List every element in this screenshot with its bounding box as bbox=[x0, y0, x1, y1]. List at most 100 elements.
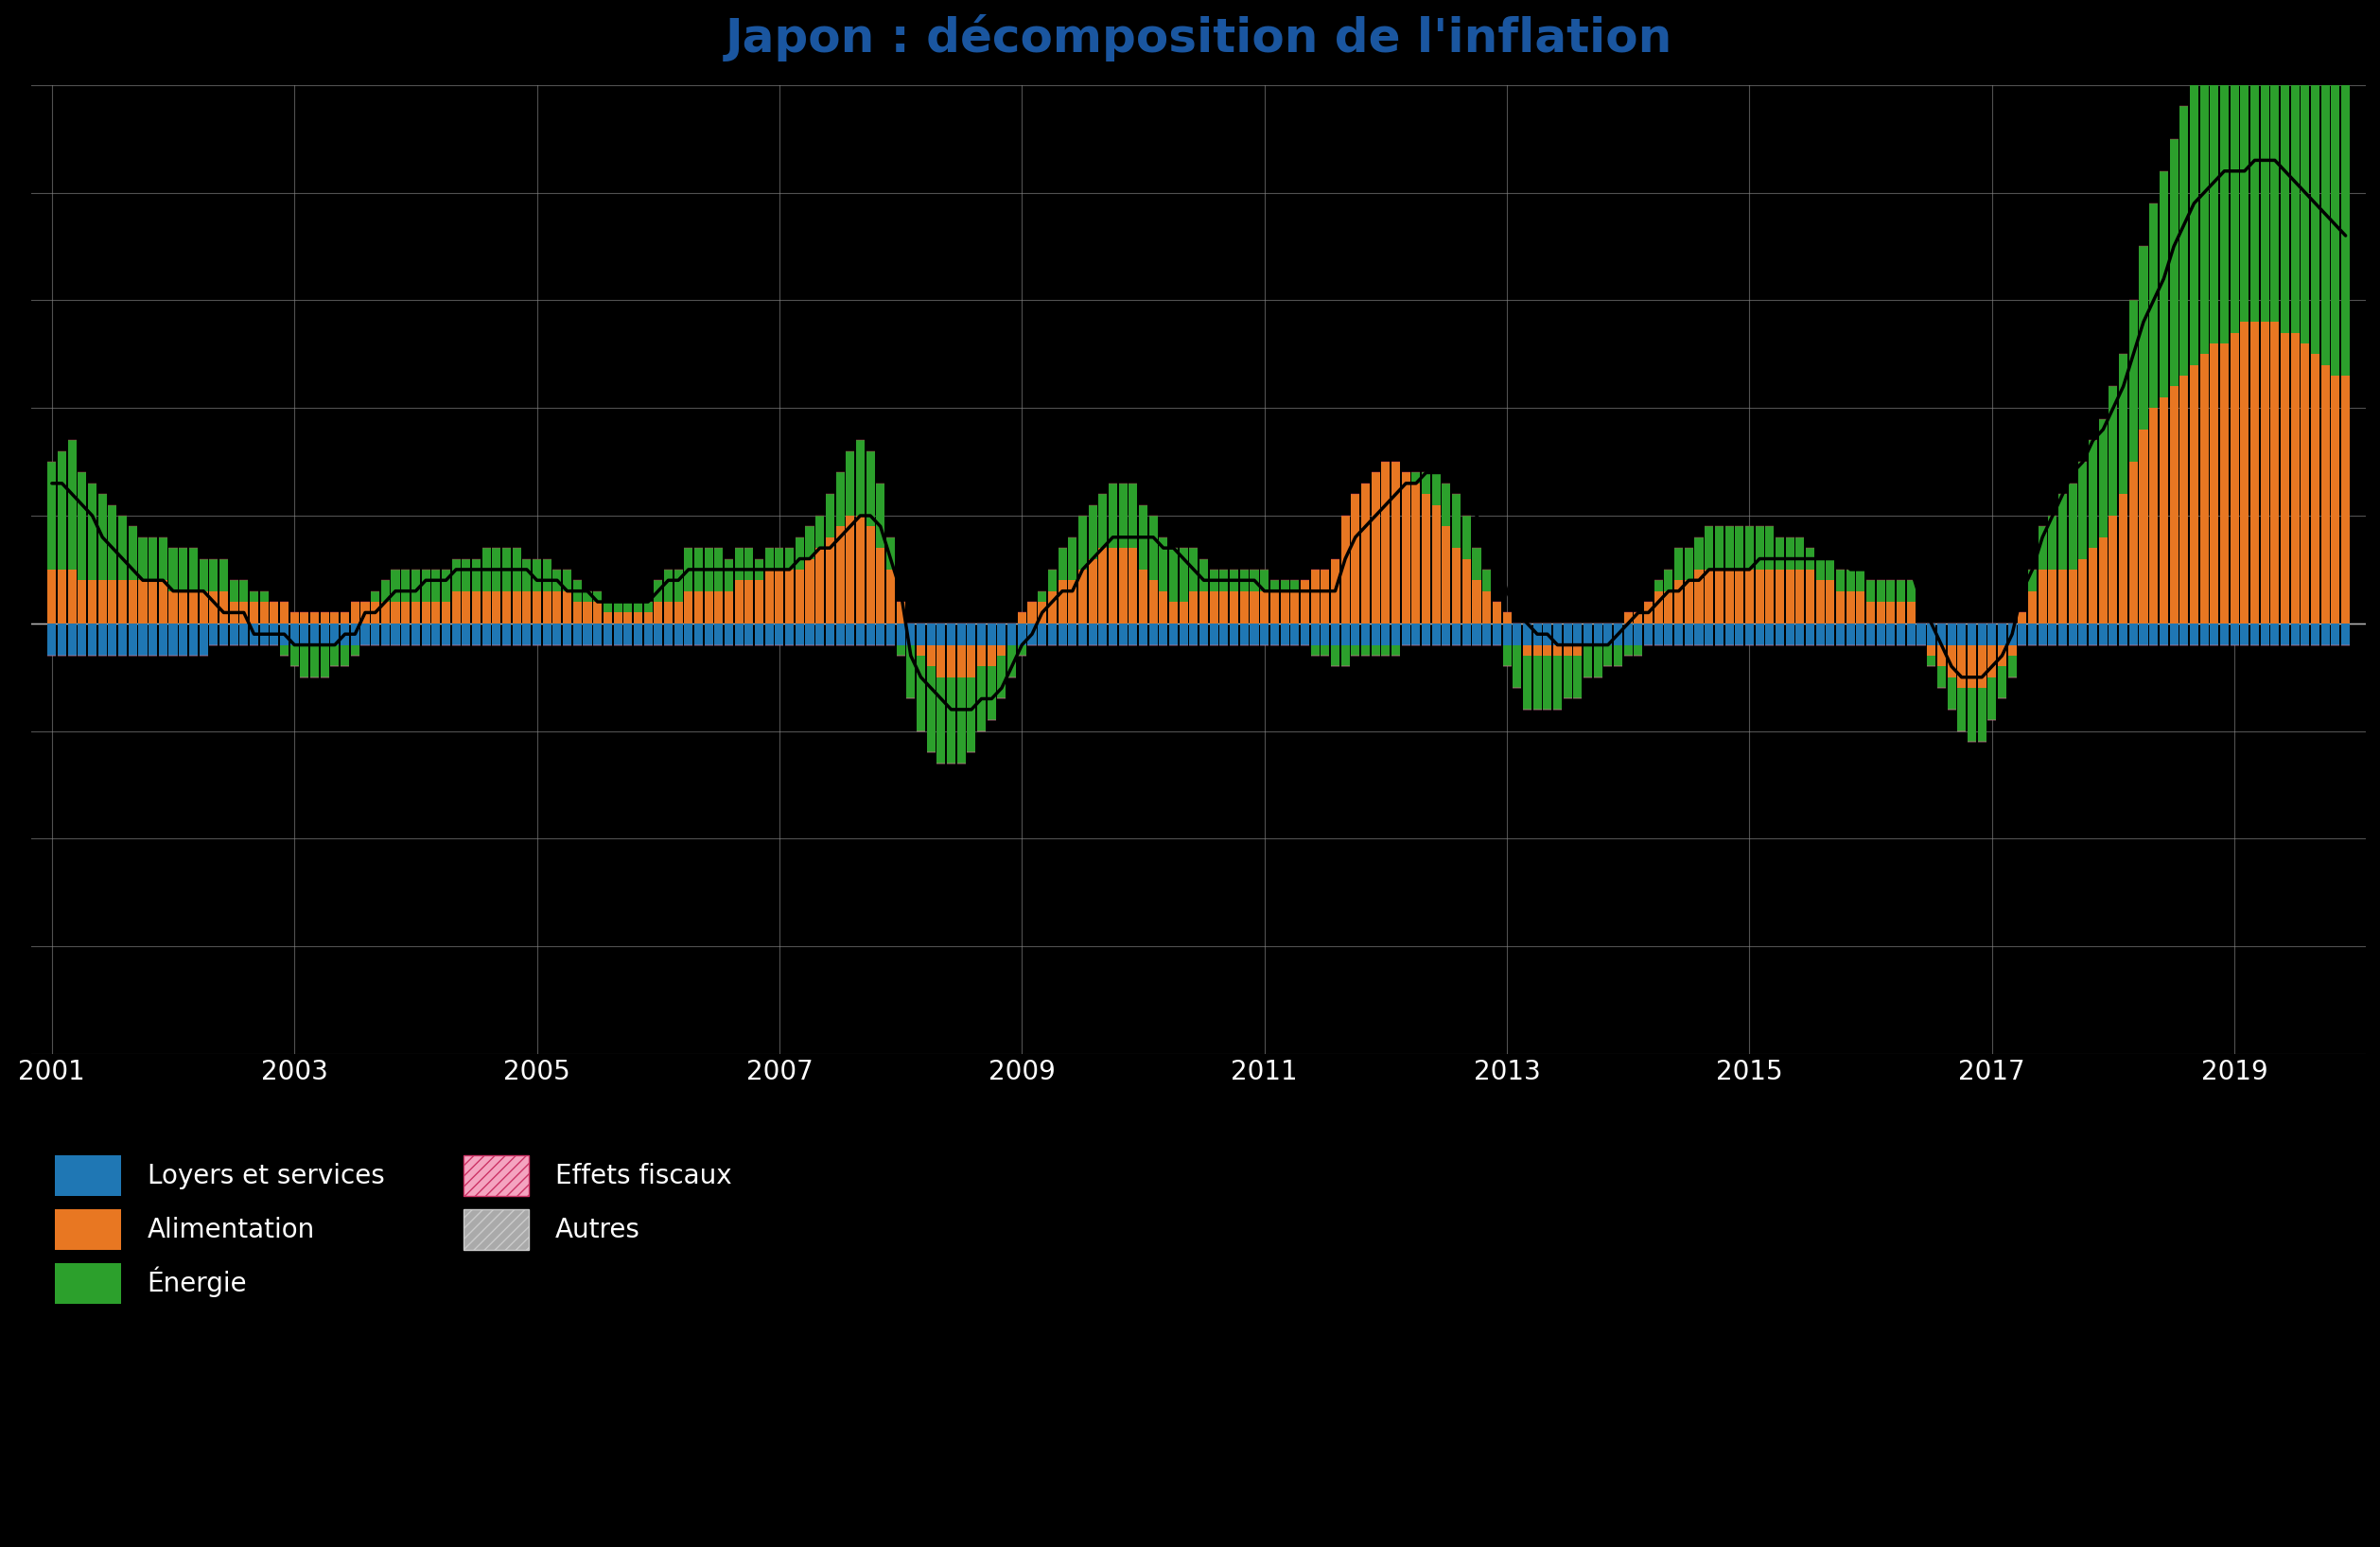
Bar bbox=[250, 623, 259, 645]
Bar bbox=[1240, 591, 1250, 623]
Bar bbox=[390, 569, 400, 602]
Bar bbox=[281, 602, 288, 623]
Bar bbox=[997, 623, 1007, 645]
Bar bbox=[200, 591, 207, 623]
Bar bbox=[1695, 623, 1704, 645]
Bar bbox=[421, 623, 431, 645]
Bar bbox=[390, 623, 400, 645]
Bar bbox=[2271, 0, 2280, 322]
Bar bbox=[493, 623, 500, 645]
Bar bbox=[88, 580, 98, 623]
Bar bbox=[1461, 515, 1471, 558]
Bar bbox=[1676, 580, 1683, 623]
Bar bbox=[1352, 623, 1359, 645]
Bar bbox=[2280, 623, 2290, 645]
Bar bbox=[624, 602, 633, 613]
Bar bbox=[1299, 623, 1309, 645]
Bar bbox=[1676, 548, 1683, 580]
Bar bbox=[483, 548, 490, 591]
Bar bbox=[1473, 580, 1480, 623]
Bar bbox=[1502, 613, 1511, 623]
Bar bbox=[512, 591, 521, 623]
Bar bbox=[1735, 526, 1745, 569]
Bar bbox=[785, 623, 795, 645]
Bar bbox=[1461, 623, 1471, 645]
Bar bbox=[119, 580, 126, 623]
Bar bbox=[1190, 591, 1197, 623]
Bar bbox=[804, 558, 814, 623]
Bar bbox=[1109, 623, 1116, 645]
Bar bbox=[1169, 548, 1178, 602]
Bar bbox=[1402, 472, 1411, 623]
Bar bbox=[2130, 623, 2137, 645]
Bar bbox=[1897, 580, 1906, 602]
Bar bbox=[269, 602, 278, 623]
Bar bbox=[1623, 613, 1633, 623]
Bar bbox=[129, 580, 138, 623]
Bar bbox=[624, 613, 633, 623]
Bar bbox=[724, 558, 733, 591]
Bar bbox=[605, 623, 612, 645]
Bar bbox=[835, 472, 845, 526]
Bar bbox=[209, 591, 219, 623]
Bar bbox=[655, 623, 662, 645]
Bar bbox=[1745, 623, 1754, 645]
Bar bbox=[664, 602, 674, 623]
Bar bbox=[502, 591, 512, 623]
Bar bbox=[776, 569, 783, 623]
Bar bbox=[1856, 623, 1866, 645]
Bar bbox=[2330, 42, 2340, 376]
Bar bbox=[250, 591, 259, 602]
Bar bbox=[2311, 623, 2320, 645]
Bar bbox=[1968, 645, 1975, 688]
Bar bbox=[1340, 623, 1349, 645]
Bar bbox=[88, 623, 98, 656]
Bar bbox=[1825, 558, 1835, 580]
Bar bbox=[219, 591, 228, 623]
Bar bbox=[381, 602, 390, 623]
Bar bbox=[1726, 526, 1733, 569]
Bar bbox=[1361, 483, 1371, 623]
Bar bbox=[119, 515, 126, 580]
Bar bbox=[1321, 645, 1330, 656]
Bar bbox=[331, 623, 338, 645]
Bar bbox=[1614, 645, 1623, 667]
Bar bbox=[1704, 569, 1714, 623]
Bar bbox=[857, 515, 864, 623]
Bar bbox=[1564, 645, 1571, 656]
Bar bbox=[1483, 623, 1490, 645]
Bar bbox=[1421, 623, 1430, 645]
Bar bbox=[1623, 645, 1633, 656]
Bar bbox=[48, 623, 57, 656]
Bar bbox=[785, 548, 795, 569]
Bar bbox=[897, 645, 904, 656]
Bar bbox=[259, 602, 269, 623]
Bar bbox=[664, 569, 674, 602]
Bar bbox=[1473, 623, 1480, 645]
Bar bbox=[2090, 623, 2097, 645]
Bar bbox=[947, 645, 954, 678]
Bar bbox=[2090, 441, 2097, 548]
Bar bbox=[443, 602, 450, 623]
Bar bbox=[1645, 623, 1652, 645]
Bar bbox=[1726, 569, 1733, 623]
Bar bbox=[67, 569, 76, 623]
Bar bbox=[309, 613, 319, 623]
Bar bbox=[2018, 623, 2025, 645]
Bar bbox=[471, 591, 481, 623]
Bar bbox=[804, 526, 814, 558]
Bar bbox=[493, 548, 500, 591]
Bar bbox=[1038, 591, 1047, 602]
Bar bbox=[1676, 623, 1683, 645]
Bar bbox=[1875, 580, 1885, 602]
Bar bbox=[1392, 463, 1399, 623]
Bar bbox=[533, 623, 540, 645]
Bar bbox=[845, 452, 854, 515]
Bar bbox=[2311, 354, 2320, 623]
Bar bbox=[1968, 623, 1975, 645]
Bar bbox=[2059, 569, 2066, 623]
Bar bbox=[957, 645, 966, 678]
Bar bbox=[1533, 656, 1542, 710]
Bar bbox=[340, 645, 350, 667]
Bar bbox=[1583, 623, 1592, 645]
